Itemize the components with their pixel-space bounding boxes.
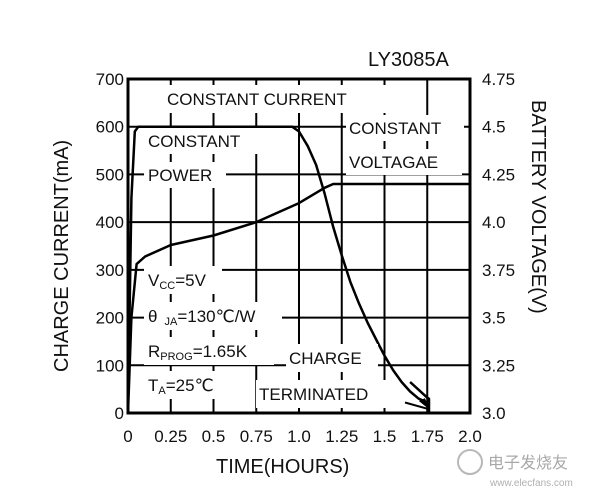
y-left-tick-label: 100	[96, 356, 124, 375]
plot-frame	[126, 77, 472, 415]
label-constant-voltage-2: VOLTAGAE	[349, 153, 438, 172]
y-right-tick-label: 4.25	[482, 165, 515, 184]
y-left-tick-label: 300	[96, 261, 124, 280]
x-tick-label: 0.5	[202, 427, 226, 446]
plot-border	[126, 77, 472, 415]
watermark-url: www.elecfans.com	[489, 478, 573, 489]
param-rprog: RPROG=1.65K	[148, 342, 248, 363]
param-theta: θ JA=130℃/W	[148, 307, 255, 328]
y-left-tick-label: 600	[96, 118, 124, 137]
label-constant-power-2: POWER	[148, 166, 212, 185]
series-line-2	[126, 182, 470, 414]
x-tick-label: 0	[123, 427, 132, 446]
y-right-tick-label: 3.5	[482, 309, 506, 328]
label-backdrop	[346, 149, 462, 175]
label-constant-power-1: CONSTANT	[148, 132, 240, 151]
x-tick-label: 1.0	[287, 427, 311, 446]
label-constant-current: CONSTANT CURRENT	[167, 90, 347, 109]
y-right-tick-label: 3.0	[482, 404, 506, 423]
x-tick-label: 1.75	[411, 427, 444, 446]
label-backdrop	[144, 266, 222, 294]
label-backdrop	[144, 128, 264, 154]
y-left-tick-label: 700	[96, 70, 124, 89]
y-left-tick-label: 200	[96, 309, 124, 328]
label-backdrop	[256, 380, 392, 408]
label-backdrop	[162, 85, 386, 113]
watermark: 电子发烧友 www.elecfans.com	[457, 449, 573, 489]
label-charge: CHARGE	[289, 349, 362, 368]
label-constant-voltage-1: CONSTANT	[349, 119, 441, 138]
label-backdrop	[346, 115, 464, 141]
series-line-1	[126, 125, 430, 414]
y-left-tick-labels: 0 100 200 300 400 500 600 700	[96, 70, 124, 423]
x-tick-label: 2.0	[458, 427, 482, 446]
chart-title: LY3085A	[368, 49, 449, 71]
label-backdrop	[286, 344, 378, 372]
x-tick-label: 1.5	[373, 427, 397, 446]
label-backdrop	[144, 162, 226, 188]
param-vcc: VCC=5V	[148, 271, 207, 292]
terminate-arrow-icon	[418, 398, 429, 410]
x-tick-label: 1.25	[325, 427, 358, 446]
y-left-tick-label: 500	[96, 165, 124, 184]
y-right-tick-labels: 3.0 3.25 3.5 3.75 4.0 4.25 4.5 4.75	[482, 70, 515, 423]
y-right-tick-label: 4.0	[482, 213, 506, 232]
svg-text:VCC=5V: VCC=5V	[148, 271, 207, 292]
y-right-tick-label: 3.25	[482, 356, 515, 375]
curves	[126, 125, 470, 414]
y-right-axis-label: BATTERY VOLTAGE(V)	[527, 100, 549, 314]
label-backdrop	[144, 302, 282, 330]
x-axis-label: TIME(HOURS)	[216, 456, 349, 478]
x-tick-labels: 0 0.25 0.5 0.75 1.0 1.25 1.5 1.75 2.0	[123, 427, 482, 446]
svg-text:TA=25℃: TA=25℃	[148, 376, 214, 397]
terminate-arrow-line	[404, 401, 430, 411]
x-tick-label: 0.75	[240, 427, 273, 446]
svg-text:RPROG=1.65K: RPROG=1.65K	[148, 342, 248, 363]
y-left-tick-label: 400	[96, 213, 124, 232]
y-right-tick-label: 3.75	[482, 261, 515, 280]
watermark-logo-icon	[457, 449, 483, 475]
param-ta: TA=25℃	[148, 376, 214, 397]
y-right-tick-label: 4.5	[482, 118, 506, 137]
y-right-tick-label: 4.75	[482, 70, 515, 89]
series-line-3	[409, 381, 431, 413]
annotation-boxes	[144, 85, 464, 408]
y-left-tick-label: 0	[115, 404, 124, 423]
label-terminated: TERMINATED	[259, 385, 368, 404]
label-backdrop	[144, 337, 274, 365]
label-backdrop	[144, 371, 226, 399]
y-left-axis-label: CHARGE CURRENT(mA)	[51, 140, 73, 372]
x-tick-label: 0.25	[154, 427, 187, 446]
watermark-text: 电子发烧友	[488, 454, 568, 472]
svg-text:θJA=130℃/W: θ JA=130℃/W	[148, 307, 255, 328]
